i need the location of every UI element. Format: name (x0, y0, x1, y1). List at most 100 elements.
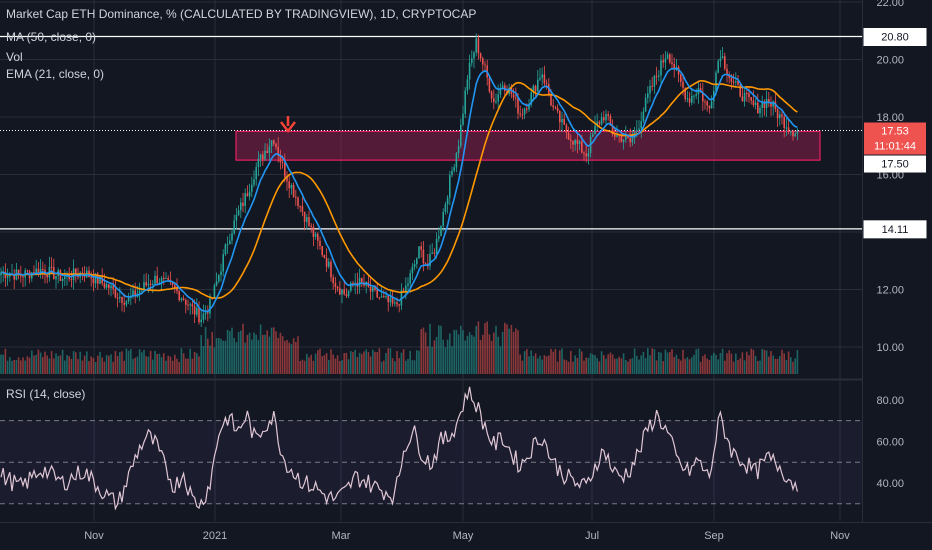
candle-body (154, 275, 156, 284)
volume-bar (112, 361, 114, 374)
volume-bar (394, 361, 396, 374)
candle-body (702, 92, 704, 102)
candle-body (182, 298, 185, 301)
volume-bar (521, 360, 524, 374)
volume-bar (321, 356, 323, 374)
candle-body (449, 175, 451, 198)
candle-body (193, 306, 196, 315)
volume-bar (418, 350, 420, 374)
volume-bar (651, 348, 653, 374)
rsi-legend[interactable]: RSI (14, close) (6, 387, 86, 401)
candle-body (231, 233, 233, 241)
candle-body (26, 270, 29, 272)
candle-body (647, 93, 649, 98)
candle-body (235, 215, 238, 221)
candle-body (605, 114, 607, 121)
candle-body (343, 289, 345, 295)
volume-bar (691, 357, 693, 374)
candle-body (741, 96, 744, 102)
candle-body (576, 139, 579, 144)
volume-bar (666, 352, 669, 374)
rsi-axis[interactable]: 40.00 60.00 80.00 (876, 395, 904, 490)
candle-body (552, 105, 554, 108)
volume-bar (453, 329, 455, 374)
candle-body (620, 135, 623, 142)
candle-body (134, 290, 136, 297)
volume-bar (101, 357, 103, 374)
candle-body (22, 276, 24, 278)
candle-body (455, 153, 458, 168)
candle-body (739, 84, 741, 97)
volume-bar (532, 356, 535, 374)
candle-body (259, 154, 262, 159)
candle-body (433, 252, 436, 254)
volume-bar (202, 345, 205, 374)
volume-bar (268, 336, 271, 374)
volume-bar (552, 351, 554, 374)
candle-body (418, 246, 420, 259)
volume-bar (281, 336, 284, 374)
volume-bar (402, 349, 405, 374)
candle-body (792, 131, 794, 137)
volume-bar (224, 340, 227, 374)
candle-body (416, 258, 418, 265)
volume-bar (277, 337, 279, 374)
candle-body (301, 206, 304, 212)
volume-bar (785, 360, 788, 374)
volume-bar (409, 350, 411, 374)
volume-bar (387, 348, 389, 374)
volume-bar (132, 358, 134, 374)
candle-body (572, 140, 574, 145)
candle-body (352, 282, 354, 285)
zone-tag-text: 17.50 (881, 159, 909, 171)
volume-bar (372, 349, 374, 374)
candle-body (202, 314, 205, 320)
volume-bar (776, 358, 779, 374)
volume-bar (301, 359, 304, 374)
volume-bar (167, 355, 169, 374)
candle-body (719, 58, 722, 62)
candle-body (446, 197, 449, 205)
volume-bar (323, 354, 326, 374)
volume-bar (565, 360, 568, 374)
candle-body (581, 141, 583, 153)
volume-bar (145, 356, 147, 374)
vol-legend[interactable]: Vol (6, 50, 23, 64)
candle-body (561, 118, 563, 123)
volume-bar (614, 358, 616, 374)
candle-body (616, 134, 618, 137)
volume-bar (479, 339, 482, 374)
candle-body (453, 167, 455, 171)
candle-body (387, 296, 389, 303)
volume-bar (42, 356, 44, 374)
candle-body (726, 68, 728, 75)
volume-bar (653, 349, 656, 374)
volume-bar (790, 357, 792, 374)
volume-bar (523, 351, 526, 374)
candle-body (103, 283, 106, 288)
candle-body (229, 240, 231, 245)
candle-body (204, 312, 207, 315)
candle-body (596, 121, 598, 126)
candle-body (222, 254, 224, 272)
candle-body (512, 94, 515, 98)
volume-bar (105, 355, 108, 374)
candle-body (383, 296, 385, 298)
price-tick-label: 22.00 (876, 0, 904, 9)
candle-body (308, 217, 310, 226)
candle-body (468, 63, 471, 80)
ema-legend[interactable]: EMA (21, close, 0) (6, 67, 105, 81)
candle-body (660, 60, 662, 76)
candle-body (125, 301, 128, 305)
volume-bar (510, 324, 513, 374)
time-axis[interactable]: Nov 2021 Mar May Jul Sep Nov (84, 530, 850, 542)
candle-body (99, 276, 101, 284)
candle-body (319, 240, 321, 247)
candle-body (330, 261, 332, 278)
ma-legend[interactable]: MA (50, close, 0) (6, 30, 97, 44)
candle-body (380, 296, 383, 298)
candle-body (174, 285, 176, 288)
candle-body (90, 277, 92, 279)
candle-body (704, 101, 706, 103)
